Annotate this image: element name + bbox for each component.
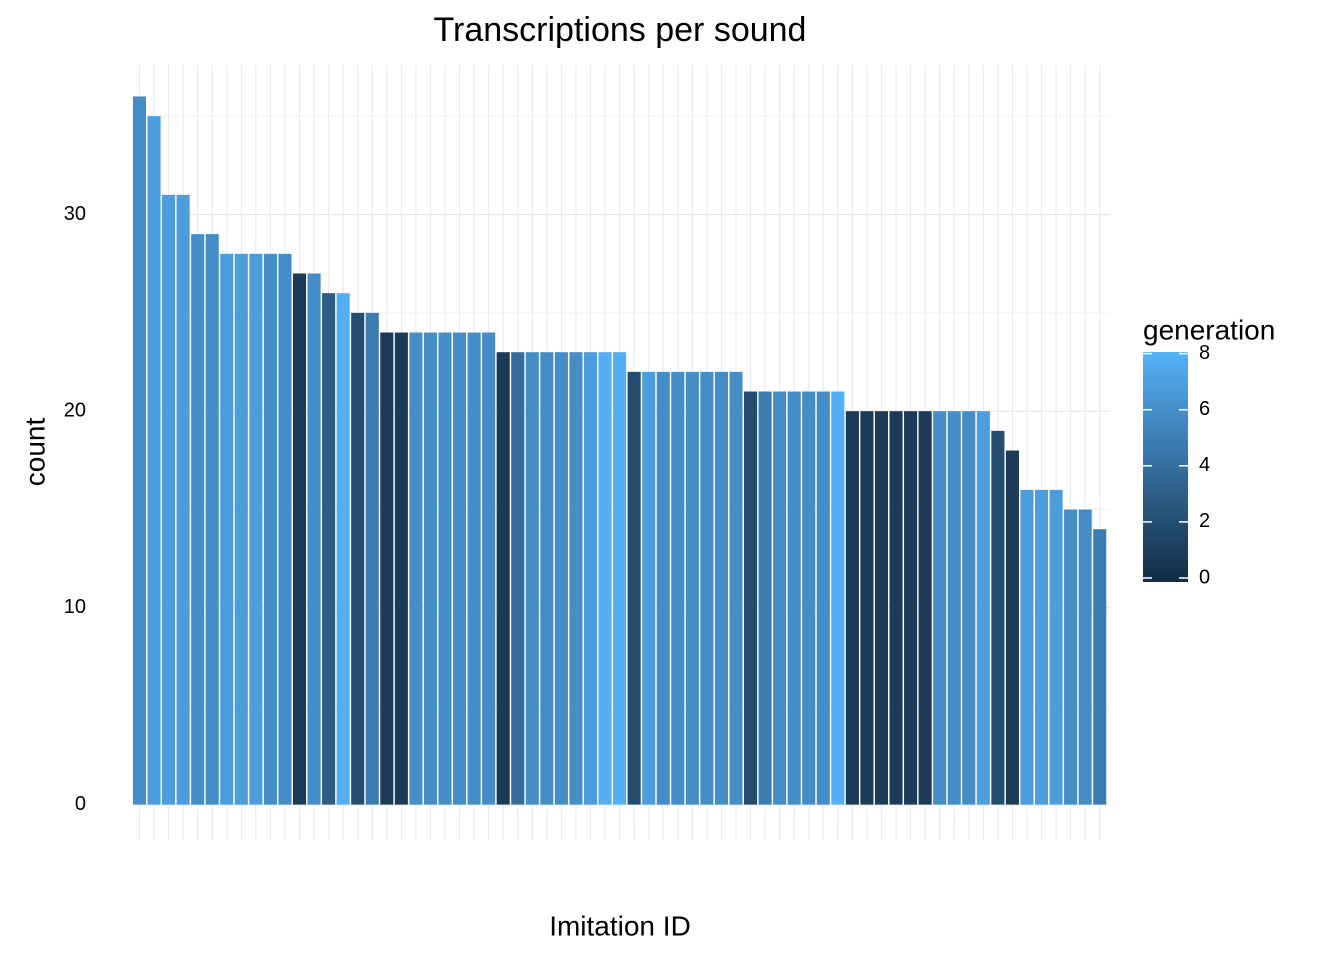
y-tick-label: 20 bbox=[64, 399, 86, 421]
bar bbox=[220, 253, 234, 805]
bar bbox=[438, 332, 452, 805]
bar bbox=[249, 253, 263, 805]
bar bbox=[874, 411, 889, 805]
bar bbox=[787, 391, 801, 805]
bar bbox=[1093, 529, 1107, 805]
bar bbox=[496, 352, 510, 805]
bar bbox=[613, 352, 627, 805]
bar bbox=[162, 194, 176, 805]
y-tick-label: 10 bbox=[64, 596, 86, 618]
bar bbox=[627, 371, 641, 805]
bar bbox=[976, 411, 990, 805]
bar bbox=[234, 253, 248, 805]
y-axis-label: count bbox=[19, 418, 50, 487]
bar bbox=[365, 312, 379, 805]
bar bbox=[540, 352, 554, 805]
bar bbox=[642, 371, 656, 805]
colorbar-label: 0 bbox=[1199, 566, 1210, 588]
bar bbox=[191, 234, 205, 805]
bar bbox=[656, 371, 670, 805]
bar bbox=[351, 312, 365, 805]
bar bbox=[453, 332, 467, 805]
bar bbox=[132, 96, 147, 805]
bar bbox=[307, 273, 321, 805]
colorbar-label: 8 bbox=[1199, 342, 1210, 364]
bar bbox=[176, 194, 190, 805]
bar bbox=[991, 430, 1005, 805]
colorbar-label: 4 bbox=[1199, 454, 1210, 476]
bar bbox=[394, 332, 408, 805]
bar bbox=[947, 411, 961, 805]
bar bbox=[322, 293, 336, 805]
bar bbox=[482, 332, 496, 805]
bar bbox=[409, 332, 423, 805]
bar bbox=[816, 391, 830, 805]
colorbar-label: 2 bbox=[1199, 510, 1210, 532]
bar bbox=[933, 411, 947, 805]
bar bbox=[860, 411, 874, 805]
bar bbox=[1020, 489, 1034, 805]
bar bbox=[671, 371, 685, 805]
bar bbox=[278, 253, 292, 805]
bar bbox=[511, 352, 525, 805]
y-tick-label: 30 bbox=[64, 203, 86, 225]
bar bbox=[263, 253, 277, 805]
bar bbox=[380, 332, 394, 805]
bar bbox=[758, 391, 772, 805]
bar bbox=[1034, 489, 1049, 805]
bar bbox=[1005, 450, 1019, 805]
bar bbox=[743, 391, 758, 805]
colorbar bbox=[1143, 352, 1188, 582]
bar bbox=[714, 371, 728, 805]
bar bbox=[525, 352, 539, 805]
bar bbox=[831, 391, 845, 805]
bar bbox=[685, 371, 699, 805]
bar bbox=[583, 352, 598, 805]
bar bbox=[423, 332, 438, 805]
legend-title: generation bbox=[1143, 314, 1275, 345]
chart-title: Transcriptions per sound bbox=[434, 11, 807, 49]
bar bbox=[889, 411, 903, 805]
bar bbox=[336, 293, 350, 805]
bar bbox=[1049, 489, 1063, 805]
colorbar-label: 6 bbox=[1199, 398, 1210, 420]
bar bbox=[205, 234, 219, 805]
bar bbox=[773, 391, 787, 805]
bar bbox=[554, 352, 568, 805]
bar bbox=[598, 352, 612, 805]
bar bbox=[1078, 509, 1092, 805]
bar bbox=[729, 371, 743, 805]
bar bbox=[802, 391, 816, 805]
bar bbox=[918, 411, 932, 805]
bar bbox=[962, 411, 976, 805]
bar bbox=[147, 116, 161, 805]
x-axis-label: Imitation ID bbox=[549, 910, 691, 941]
bar bbox=[904, 411, 918, 805]
bar bbox=[1064, 509, 1078, 805]
bar bbox=[569, 352, 583, 805]
bar bbox=[467, 332, 481, 805]
bar bbox=[292, 273, 307, 805]
y-tick-label: 0 bbox=[75, 793, 86, 815]
bar bbox=[700, 371, 714, 805]
bar bbox=[845, 411, 859, 805]
